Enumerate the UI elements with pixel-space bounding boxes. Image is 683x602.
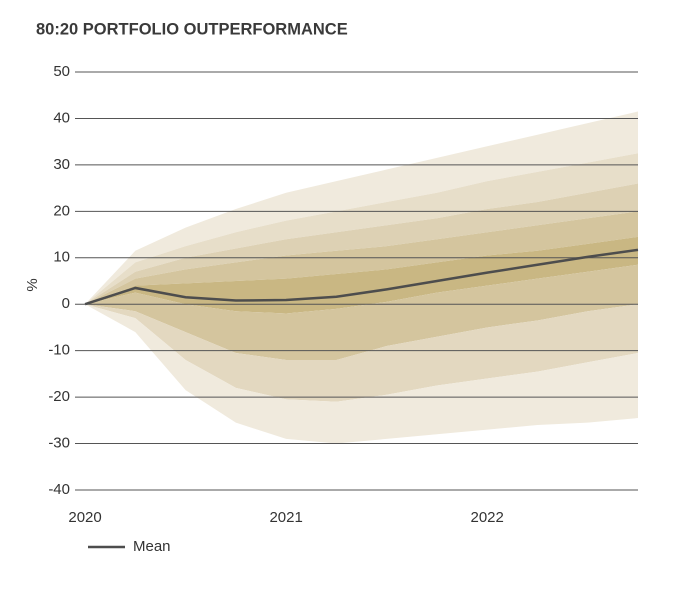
mean-line [84, 248, 639, 306]
fan-band [85, 236, 638, 314]
fan-band [85, 183, 638, 305]
x-tick-label: 2021 [269, 509, 302, 526]
y-tick-label: 40 [53, 109, 70, 126]
y-tick-label: 50 [53, 63, 70, 80]
y-tick-label: 10 [53, 249, 70, 266]
y-axis-label: % [24, 278, 41, 291]
fan-band [85, 304, 638, 402]
legend-label: Mean [133, 538, 171, 555]
y-tick-label: -20 [48, 388, 70, 405]
x-tick-label: 2022 [471, 509, 504, 526]
y-tick-label: -30 [48, 435, 70, 452]
y-tick-label: -10 [48, 342, 70, 359]
y-tick-label: -40 [48, 481, 70, 498]
x-tick-label: 2020 [68, 509, 101, 526]
fan-band [85, 304, 638, 444]
y-tick-label: 20 [53, 202, 70, 219]
fan-band [85, 153, 638, 305]
fan-band [85, 111, 638, 305]
y-tick-label: 30 [53, 156, 70, 173]
chart-title: 80:20 PORTFOLIO OUTPERFORMANCE [36, 20, 348, 38]
y-tick-label: 0 [62, 295, 70, 312]
fan-band [85, 264, 638, 360]
